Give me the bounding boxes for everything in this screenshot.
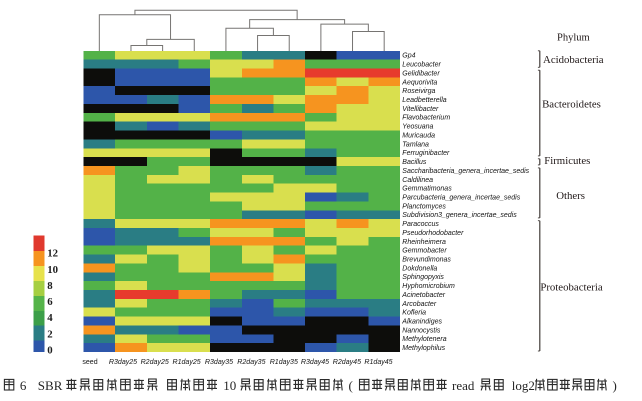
svg-text:read: read: [452, 378, 475, 393]
svg-text:log2: log2: [512, 378, 535, 393]
svg-text:12: 12: [47, 248, 58, 260]
svg-text:Firmicutes: Firmicutes: [544, 155, 590, 167]
svg-text:Muricauda: Muricauda: [402, 132, 435, 139]
svg-text:Sphingopyxis: Sphingopyxis: [402, 274, 444, 281]
svg-text:Nannocystis: Nannocystis: [402, 327, 441, 334]
svg-text:Gelidibacter: Gelidibacter: [402, 70, 440, 77]
svg-text:6: 6: [47, 296, 53, 308]
svg-text:10: 10: [47, 264, 58, 276]
svg-text:Roseivirga: Roseivirga: [402, 88, 435, 95]
svg-text:10: 10: [223, 378, 236, 393]
svg-text:Pseudorhodobacter: Pseudorhodobacter: [402, 230, 464, 237]
svg-text:Tamlana: Tamlana: [402, 141, 429, 148]
svg-text:Yeosuana: Yeosuana: [402, 124, 433, 131]
svg-text:Gp4: Gp4: [402, 53, 415, 60]
svg-text:Methylophilus: Methylophilus: [402, 345, 445, 352]
svg-text:2: 2: [47, 328, 52, 340]
svg-text:R2day25: R2day25: [141, 359, 169, 366]
svg-text:Ferruginibacter: Ferruginibacter: [402, 150, 450, 157]
svg-text:Bacteroidetes: Bacteroidetes: [542, 99, 601, 111]
svg-text:R2day45: R2day45: [333, 359, 361, 366]
svg-text:Planctomyces: Planctomyces: [402, 203, 446, 210]
svg-text:6: 6: [20, 378, 27, 393]
svg-text:R1day25: R1day25: [172, 359, 200, 366]
svg-text:4: 4: [47, 312, 53, 324]
svg-text:Leadbetterella: Leadbetterella: [402, 97, 446, 104]
svg-text:Gemmobacter: Gemmobacter: [402, 248, 447, 255]
svg-text:Methylotenera: Methylotenera: [402, 336, 446, 343]
svg-text:Saccharibacteria_genera_incert: Saccharibacteria_genera_incertae_sedis: [402, 168, 529, 175]
svg-text:Caldilinea: Caldilinea: [402, 177, 433, 184]
svg-text:Dokdonella: Dokdonella: [402, 265, 437, 272]
svg-text:SBR: SBR: [38, 378, 63, 393]
svg-text:Alkanindiges: Alkanindiges: [401, 319, 442, 326]
svg-text:Kofleria: Kofleria: [402, 310, 426, 317]
svg-text:): ): [613, 378, 617, 393]
svg-text:Hyphomicrobium: Hyphomicrobium: [402, 283, 455, 290]
svg-text:Acidobacteria: Acidobacteria: [543, 54, 604, 66]
svg-text:Proteobacteria: Proteobacteria: [540, 282, 603, 294]
svg-text:R3day35: R3day35: [205, 359, 233, 366]
svg-text:Arcobacter: Arcobacter: [401, 301, 437, 308]
svg-text:R3day25: R3day25: [109, 359, 137, 366]
svg-text:R3day45: R3day45: [301, 359, 329, 366]
svg-text:R1day45: R1day45: [364, 359, 392, 366]
svg-text:Bacillus: Bacillus: [402, 159, 427, 166]
svg-text:Subdivision3_genera_incertae_s: Subdivision3_genera_incertae_sedis: [402, 212, 517, 219]
svg-text:R2day35: R2day35: [237, 359, 265, 366]
svg-text:Flavobacterium: Flavobacterium: [402, 115, 450, 122]
svg-text:R1day35: R1day35: [270, 359, 298, 366]
svg-text:seed: seed: [82, 359, 97, 366]
svg-text:Parcubacteria_genera_incertae_: Parcubacteria_genera_incertae_sedis: [402, 194, 520, 201]
svg-text:Gemmatimonas: Gemmatimonas: [402, 186, 452, 193]
svg-text:Vitellibacter: Vitellibacter: [402, 106, 439, 113]
svg-text:8: 8: [47, 280, 53, 292]
svg-text:(: (: [349, 378, 353, 393]
svg-text:Aequorivita: Aequorivita: [401, 79, 437, 86]
svg-text:Phylum: Phylum: [557, 33, 590, 44]
svg-text:Others: Others: [556, 190, 585, 202]
svg-text:0: 0: [47, 345, 52, 357]
svg-text:Brevundimonas: Brevundimonas: [402, 256, 451, 263]
svg-text:Leucobacter: Leucobacter: [402, 62, 441, 69]
svg-text:Paracoccus: Paracoccus: [402, 221, 439, 228]
svg-text:Acinetobacter: Acinetobacter: [401, 292, 445, 299]
svg-text:Rheinheimera: Rheinheimera: [402, 239, 446, 246]
